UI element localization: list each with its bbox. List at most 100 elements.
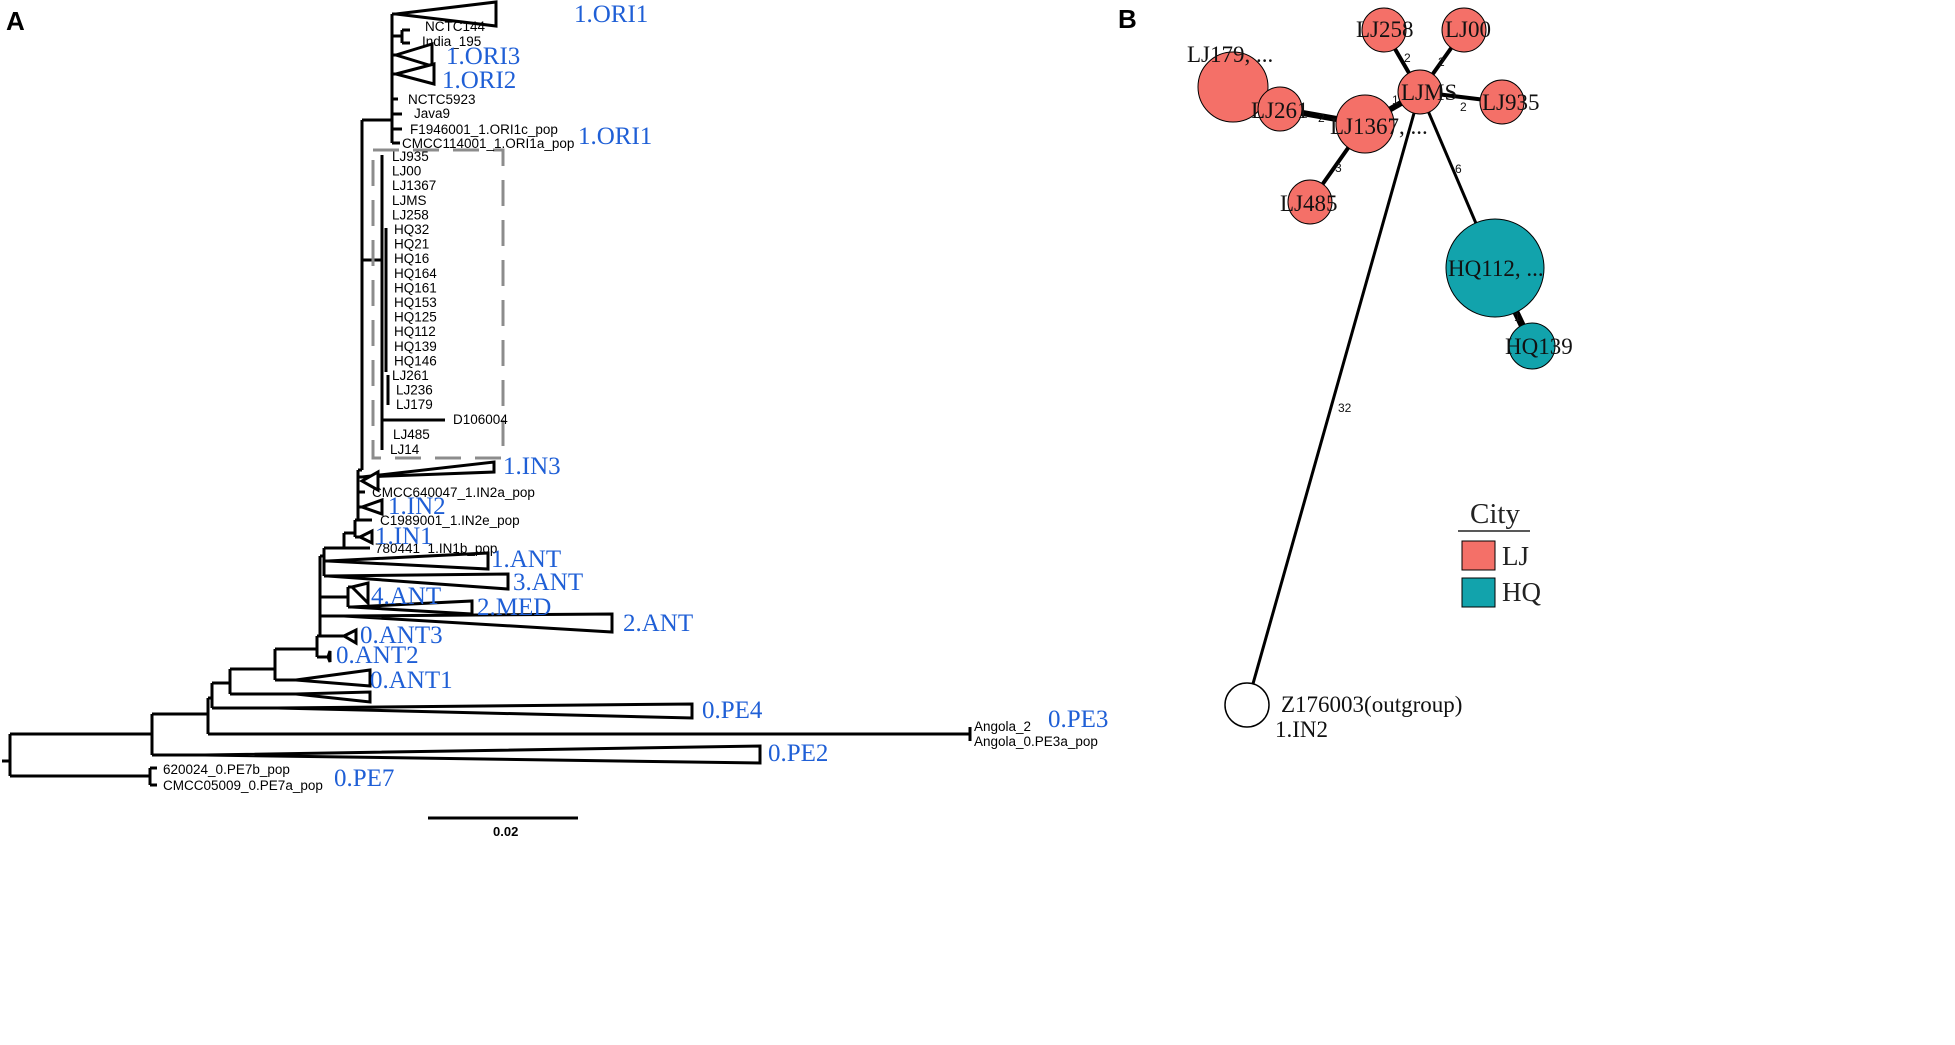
tip-lj236: LJ236 bbox=[396, 383, 433, 398]
node-label-lj179: LJ179, ... bbox=[1187, 42, 1273, 67]
tip-labels-top: NCTC144 India_195 NCTC5923 Java9 F194600… bbox=[402, 19, 574, 151]
clade-ant1: 1.ANT bbox=[491, 546, 561, 573]
tip-hq153: HQ153 bbox=[394, 295, 437, 310]
tip-hq161: HQ161 bbox=[394, 280, 437, 295]
clade-ant3: 3.ANT bbox=[513, 569, 583, 596]
tip-f1946001: F1946001_1.ORI1c_pop bbox=[410, 122, 558, 137]
node-ljms bbox=[1397, 69, 1443, 115]
edge-ljms-outgroup bbox=[1245, 91, 1422, 706]
0ant3-triangle bbox=[340, 627, 358, 646]
edge-label-hq112-hq139: 1 bbox=[1514, 310, 1521, 324]
in3-small-triangle bbox=[358, 469, 380, 493]
edge-label-ljms-lj935: 2 bbox=[1460, 100, 1467, 114]
tip-labels-box: LJ935LJ00LJ1367LJMSLJ258HQ32HQ21HQ16HQ16… bbox=[390, 149, 508, 457]
clade-triangles bbox=[204, 0, 762, 765]
edge-label-ljms-lj258: 2 bbox=[1404, 51, 1411, 65]
node-label-z176003: Z176003(outgroup) bbox=[1281, 692, 1462, 717]
edge-label-lj1367-lj485: 3 bbox=[1335, 161, 1342, 175]
tip-c1989001: C1989001_1.IN2e_pop bbox=[380, 513, 520, 528]
in3-triangle bbox=[361, 460, 496, 479]
tip-lj935: LJ935 bbox=[392, 149, 429, 164]
node-z176003-outgroup bbox=[1224, 682, 1270, 728]
study-isolates-box bbox=[371, 148, 505, 460]
med2-triangle bbox=[351, 599, 474, 616]
node-hq112 bbox=[1445, 218, 1545, 318]
tip-nctc144: NCTC144 bbox=[425, 19, 486, 34]
tip-hq32: HQ32 bbox=[394, 222, 429, 237]
node-label-lj261: LJ261 bbox=[1251, 98, 1309, 123]
pe4-triangle bbox=[277, 702, 694, 720]
tip-hq139: HQ139 bbox=[394, 339, 437, 354]
clade-pe4: 0.PE4 bbox=[702, 697, 763, 724]
tip-cmcc640047: CMCC640047_1.IN2a_pop bbox=[372, 485, 535, 500]
0ant1-triangle bbox=[295, 668, 372, 688]
tip-lj258: LJ258 bbox=[392, 207, 429, 222]
tip-780441: 780441_1.IN1b_pop bbox=[375, 541, 497, 556]
node-lj179 bbox=[1197, 51, 1269, 123]
clade-ant2: 2.ANT bbox=[623, 610, 693, 637]
clade-in1: 1.IN1 bbox=[375, 523, 433, 550]
panel-a: A bbox=[2, 0, 1108, 839]
clade-in3: 1.IN3 bbox=[503, 453, 561, 480]
node-label-hq139: HQ139 bbox=[1505, 334, 1573, 359]
tip-labels-bottom: CMCC640047_1.IN2a_pop C1989001_1.IN2e_po… bbox=[163, 485, 1098, 793]
scale-bar-label: 0.02 bbox=[493, 824, 518, 839]
tip-java9: Java9 bbox=[414, 106, 450, 121]
clade-med2: 2.MED bbox=[477, 594, 551, 621]
clade-0ant3: 0.ANT3 bbox=[360, 622, 443, 649]
clade-ori1-top: 1.ORI1 bbox=[574, 1, 648, 28]
0ant2-triangle bbox=[326, 650, 332, 663]
ant2-triangle bbox=[343, 612, 614, 634]
tip-angola-pe3a: Angola_0.PE3a_pop bbox=[974, 734, 1098, 749]
tip-cmcc114001: CMCC114001_1.ORI1a_pop bbox=[402, 136, 574, 151]
clade-in2: 1.IN2 bbox=[388, 493, 446, 520]
clade-0ant1: 0.ANT1 bbox=[370, 667, 453, 694]
tip-lj485: LJ485 bbox=[393, 427, 430, 442]
tip-620024: 620024_0.PE7b_pop bbox=[163, 762, 290, 777]
clade-pe3: 0.PE3 bbox=[1048, 706, 1108, 733]
tip-lj00: LJ00 bbox=[392, 164, 421, 179]
tip-lj261: LJ261 bbox=[392, 368, 429, 383]
tip-lj14: LJ14 bbox=[390, 442, 420, 457]
node-hq139 bbox=[1508, 322, 1556, 370]
in2-triangle bbox=[357, 497, 384, 517]
edge-label-lj261-lj1367: 2 bbox=[1318, 111, 1325, 125]
ant1-triangle bbox=[327, 551, 490, 571]
in1-triangle bbox=[356, 528, 374, 546]
node-lj261 bbox=[1257, 86, 1303, 132]
legend-label-lj: LJ bbox=[1502, 541, 1529, 571]
edge-label-ljms-outgroup: 32 bbox=[1338, 401, 1352, 415]
node-label-hq112: HQ112, ... bbox=[1448, 256, 1544, 281]
tip-angola2: Angola_2 bbox=[974, 719, 1031, 734]
ant4-triangle bbox=[349, 581, 370, 607]
clade-ori2: 1.ORI2 bbox=[442, 67, 516, 94]
tip-lj179: LJ179 bbox=[396, 397, 433, 412]
ant3-triangle bbox=[327, 572, 510, 591]
node-lj1367 bbox=[1335, 94, 1395, 154]
pe2-triangle bbox=[204, 744, 762, 765]
edge-label-ljms-lj00: 2 bbox=[1438, 55, 1445, 69]
clade-0ant2: 0.ANT2 bbox=[336, 642, 419, 669]
tip-d106004: D106004 bbox=[453, 412, 508, 427]
node-lj485 bbox=[1287, 179, 1333, 225]
panel-b-letter: B bbox=[1118, 4, 1137, 34]
tip-hq125: HQ125 bbox=[394, 310, 437, 325]
legend-swatch-lj bbox=[1461, 540, 1496, 571]
ori3-triangle bbox=[390, 41, 434, 69]
tip-nctc5923: NCTC5923 bbox=[408, 92, 476, 107]
node-label-lj00: LJ00 bbox=[1445, 17, 1491, 42]
clade-ant4: 4.ANT bbox=[371, 583, 441, 610]
legend-swatch-hq bbox=[1461, 577, 1496, 608]
scale-bar: 0.02 bbox=[428, 816, 578, 839]
ori1-top-triangle bbox=[395, 0, 498, 28]
tip-ljms: LJMS bbox=[392, 193, 427, 208]
panel-b: B 1 2 1 2 2 2 3 6 1 32 bbox=[1118, 4, 1573, 742]
network-nodes bbox=[1197, 7, 1556, 728]
city-legend: City LJ HQ bbox=[1458, 498, 1541, 608]
legend-label-hq: HQ bbox=[1502, 577, 1541, 607]
network-node-labels: LJ179, ... LJ261 LJ1367, ... LJMS LJ258 … bbox=[1187, 17, 1573, 742]
0ant1b-triangle bbox=[295, 690, 372, 704]
node-lj935 bbox=[1479, 79, 1525, 125]
tip-hq146: HQ146 bbox=[394, 353, 437, 368]
